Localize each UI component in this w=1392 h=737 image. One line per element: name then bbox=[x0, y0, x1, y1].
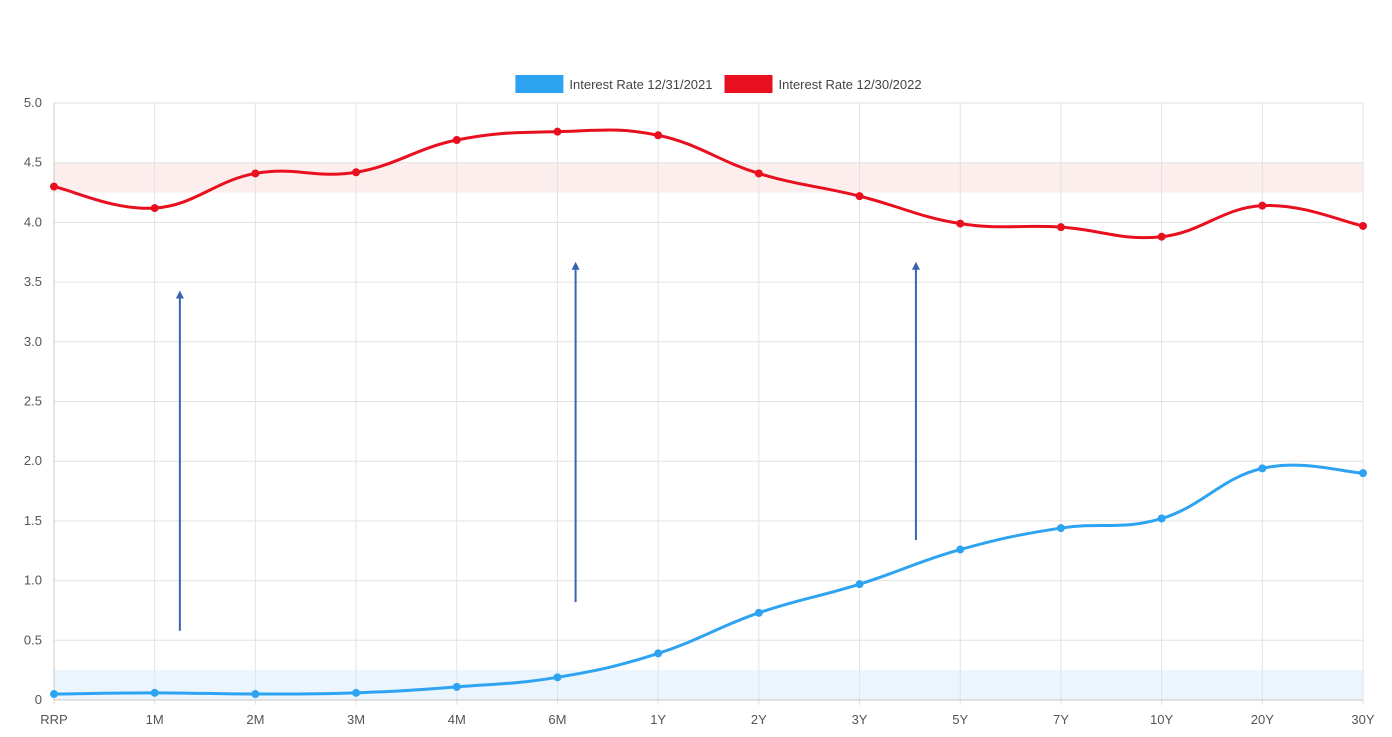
legend-swatch bbox=[724, 75, 773, 93]
y-tick-label: 1.5 bbox=[24, 513, 42, 528]
data-point bbox=[654, 131, 663, 140]
annotation-arrow-head bbox=[911, 261, 920, 270]
data-point bbox=[352, 168, 361, 177]
data-point bbox=[654, 649, 663, 658]
y-tick-label: 3.0 bbox=[24, 334, 42, 349]
legend-item[interactable]: Interest Rate 12/31/2021 bbox=[515, 75, 713, 93]
data-point bbox=[855, 580, 864, 589]
data-point bbox=[754, 169, 763, 178]
y-tick-label: 1.0 bbox=[24, 573, 42, 588]
data-point bbox=[1056, 524, 1065, 533]
data-point bbox=[754, 608, 763, 617]
data-point bbox=[553, 127, 562, 136]
data-point bbox=[1359, 221, 1367, 230]
annotation-arrow-head bbox=[175, 290, 184, 299]
data-point bbox=[150, 204, 159, 213]
legend-label: Interest Rate 12/31/2021 bbox=[569, 77, 712, 92]
grid-lines bbox=[53, 102, 1364, 705]
y-tick-label: 5.0 bbox=[24, 95, 42, 110]
x-tick-label: 3Y bbox=[852, 712, 868, 727]
series-line bbox=[53, 463, 1364, 696]
data-point bbox=[251, 169, 260, 178]
legend-label: Interest Rate 12/30/2022 bbox=[779, 77, 922, 92]
data-point bbox=[1056, 223, 1065, 232]
data-point bbox=[855, 192, 864, 201]
y-tick-label: 0.5 bbox=[24, 632, 42, 647]
x-tick-label: 20Y bbox=[1251, 712, 1274, 727]
y-tick-label: 2.5 bbox=[24, 394, 42, 409]
data-point bbox=[1157, 232, 1166, 241]
x-tick-label: 1Y bbox=[650, 712, 666, 727]
series-line bbox=[53, 128, 1364, 240]
x-tick-label: 1M bbox=[146, 712, 164, 727]
data-point bbox=[251, 690, 260, 699]
y-axis: 0 0.5 1.0 1.5 2.0 2.5 3.0 3.5 4.0 4.5 5.0 bbox=[24, 95, 42, 707]
highlight-band bbox=[54, 162, 1363, 193]
y-tick-label: 0 bbox=[35, 692, 42, 707]
x-axis: RRP 1M 2M 3M 4M 6M 1Y 2Y 3Y 5Y 7Y 10Y 20Y 30Y bbox=[40, 712, 1375, 727]
legend-swatch bbox=[515, 75, 564, 93]
data-point bbox=[352, 688, 361, 697]
data-point bbox=[553, 673, 562, 682]
data-point bbox=[150, 688, 159, 697]
x-tick-label: 2Y bbox=[751, 712, 767, 727]
legend-item[interactable]: Interest Rate 12/30/2022 bbox=[724, 75, 922, 93]
data-point bbox=[1258, 464, 1267, 473]
x-tick-label: 6M bbox=[548, 712, 566, 727]
data-point bbox=[956, 545, 965, 554]
data-point bbox=[50, 690, 58, 699]
x-tick-label: 5Y bbox=[952, 712, 968, 727]
highlight-band bbox=[54, 670, 1363, 700]
x-tick-label: 30Y bbox=[1351, 712, 1374, 727]
data-point bbox=[1157, 514, 1166, 523]
annotation-arrows bbox=[175, 261, 920, 631]
x-tick-label: 4M bbox=[448, 712, 466, 727]
data-point bbox=[452, 136, 461, 145]
y-tick-label: 2.0 bbox=[24, 453, 42, 468]
annotation-arrow-head bbox=[571, 261, 580, 270]
y-tick-label: 3.5 bbox=[24, 274, 42, 289]
y-tick-label: 4.0 bbox=[24, 214, 42, 229]
data-point bbox=[50, 182, 58, 191]
y-tick-label: 4.5 bbox=[24, 155, 42, 170]
data-point bbox=[1258, 201, 1267, 210]
x-tick-label: RRP bbox=[40, 712, 67, 727]
x-tick-label: 3M bbox=[347, 712, 365, 727]
x-tick-label: 2M bbox=[246, 712, 264, 727]
data-point bbox=[1359, 469, 1367, 478]
x-tick-label: 10Y bbox=[1150, 712, 1173, 727]
data-point bbox=[956, 219, 965, 228]
data-point bbox=[452, 682, 461, 691]
legend[interactable]: Interest Rate 12/31/2021 Interest Rate 12… bbox=[515, 75, 922, 93]
series-lines bbox=[50, 127, 1367, 699]
x-tick-label: 7Y bbox=[1053, 712, 1069, 727]
